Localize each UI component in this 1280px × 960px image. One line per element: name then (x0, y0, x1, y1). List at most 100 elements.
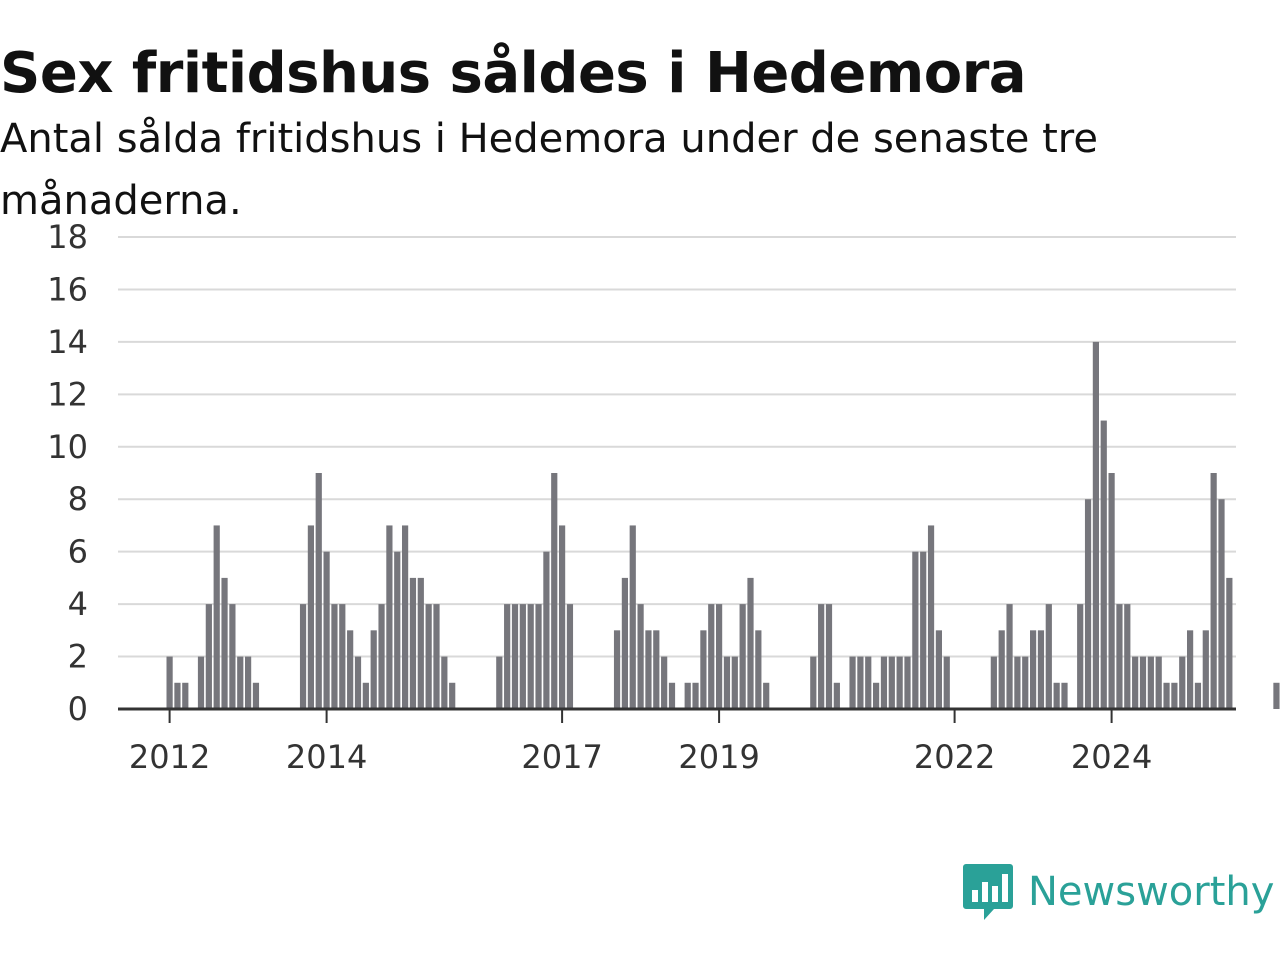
bar (896, 656, 903, 709)
bar (723, 656, 731, 709)
bar (354, 656, 362, 709)
bar (888, 656, 895, 709)
bar (205, 604, 212, 709)
bar (237, 656, 244, 709)
y-tick-label: 8 (68, 480, 88, 518)
x-axis (118, 707, 1236, 723)
x-tick-label: 2024 (1071, 738, 1152, 776)
y-tick-label: 18 (47, 218, 88, 256)
bar (1053, 682, 1060, 709)
bar (1187, 630, 1194, 709)
bar (880, 656, 888, 709)
bar (1006, 604, 1013, 709)
bar (1132, 656, 1139, 709)
y-tick-label: 6 (68, 533, 88, 571)
bar (1226, 577, 1233, 709)
newsworthy-logo: Newsworthy (962, 862, 1274, 922)
bar (1218, 499, 1225, 709)
bar (1155, 656, 1162, 709)
bar (527, 604, 534, 709)
grid-lines (118, 236, 1236, 658)
bar (731, 656, 738, 709)
bar (1273, 682, 1280, 709)
bar (323, 551, 330, 709)
bar (873, 682, 880, 709)
y-tick-label: 10 (47, 428, 88, 466)
brand-name: Newsworthy (1028, 869, 1275, 915)
bars (166, 341, 1280, 709)
bar-chart-speech-bubble-icon (963, 864, 1013, 920)
bar (763, 682, 770, 709)
bar (1124, 604, 1131, 709)
bar (865, 656, 872, 709)
bar (700, 630, 707, 709)
bar (1100, 420, 1107, 709)
bar (1045, 604, 1052, 709)
bar (307, 525, 314, 709)
bar (386, 525, 393, 709)
bar (1037, 630, 1045, 709)
bar (818, 604, 825, 709)
bar (1139, 656, 1147, 709)
bar (668, 682, 676, 709)
bar (920, 551, 927, 709)
bar (998, 630, 1005, 709)
bar (1022, 656, 1029, 709)
bar (810, 656, 817, 709)
bar (504, 604, 511, 709)
y-tick-label: 2 (68, 638, 88, 676)
bar (1210, 473, 1217, 709)
bar (433, 604, 440, 709)
bar (559, 525, 566, 709)
bar (394, 551, 401, 709)
bar (174, 682, 181, 709)
bar (402, 525, 409, 709)
x-tick-label: 2014 (286, 738, 367, 776)
bar (833, 682, 840, 709)
bar (1147, 656, 1154, 709)
bar (637, 604, 644, 709)
bar (1061, 682, 1068, 709)
bar (213, 525, 220, 709)
bar (370, 630, 377, 709)
bar (315, 473, 322, 709)
bar (511, 604, 519, 709)
bar (1014, 656, 1021, 709)
bar (661, 656, 668, 709)
y-tick-label: 12 (47, 375, 88, 413)
bar (684, 682, 691, 709)
x-tick-label: 2012 (129, 738, 210, 776)
bar (708, 604, 715, 709)
bar (362, 682, 369, 709)
y-tick-label: 14 (47, 323, 88, 361)
bar (1092, 341, 1099, 709)
bar (990, 656, 997, 709)
bar (943, 656, 950, 709)
bar (904, 656, 911, 709)
bar (417, 577, 424, 709)
bar (825, 604, 833, 709)
bar (331, 604, 338, 709)
bar (1179, 656, 1186, 709)
bar (1163, 682, 1170, 709)
bar (747, 577, 754, 709)
bar (912, 551, 919, 709)
bar (252, 682, 260, 709)
bar (739, 604, 746, 709)
y-axis-tick-labels: 0 2 4 6 8 10 12 14 16 18 (47, 218, 88, 728)
bar (221, 577, 228, 709)
bar (378, 604, 385, 709)
bar (1108, 473, 1115, 709)
bar (182, 682, 189, 709)
bar (566, 604, 574, 709)
x-tick-label: 2017 (521, 738, 602, 776)
bar (755, 630, 762, 709)
bar (229, 604, 236, 709)
bar (1084, 499, 1092, 709)
bar (519, 604, 526, 709)
bar (645, 630, 652, 709)
bar (543, 551, 550, 709)
bar (1202, 630, 1209, 709)
bar (166, 656, 173, 709)
